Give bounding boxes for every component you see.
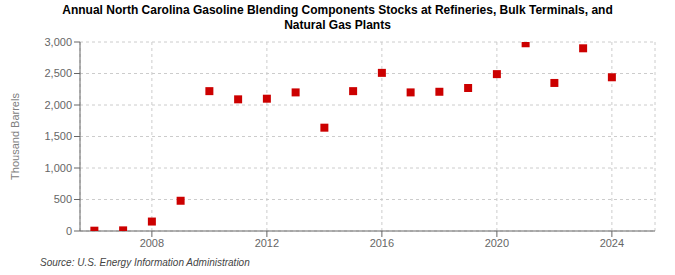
- svg-text:500: 500: [54, 193, 72, 205]
- svg-text:2008: 2008: [140, 237, 164, 249]
- svg-text:0: 0: [66, 225, 72, 237]
- svg-text:2024: 2024: [600, 237, 624, 249]
- svg-text:2020: 2020: [485, 237, 509, 249]
- svg-text:Thousand Barrels: Thousand Barrels: [9, 93, 21, 180]
- svg-text:2012: 2012: [255, 237, 279, 249]
- svg-text:1,000: 1,000: [44, 162, 72, 174]
- svg-text:3,000: 3,000: [44, 36, 72, 48]
- svg-text:1,500: 1,500: [44, 130, 72, 142]
- svg-text:2,000: 2,000: [44, 99, 72, 111]
- svg-text:2016: 2016: [370, 237, 394, 249]
- svg-text:2,500: 2,500: [44, 67, 72, 79]
- html-text:Annual North Carolina Gasoline: Annual North Carolina Gasoline Blending …: [62, 3, 613, 32]
- html-text:Source: U.S. Energy Informatio: Source: U.S. Energy Information Administ…: [40, 257, 250, 268]
